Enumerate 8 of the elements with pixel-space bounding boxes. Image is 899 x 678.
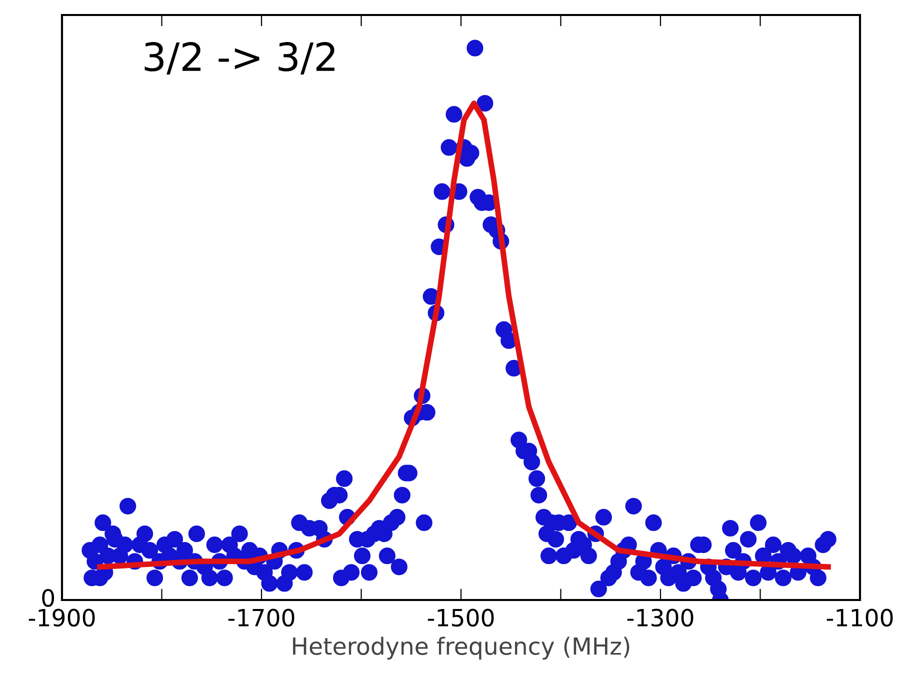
x-tick-label: -1300 [627, 608, 694, 627]
x-tick-label: -1100 [826, 608, 893, 627]
text: 0 [42, 588, 54, 607]
annotation: 3/2 -> 3/2 [144, 42, 334, 74]
x-axis-title: Heterodyne frequency (MHz) [293, 636, 630, 660]
x-tick-label: -1900 [28, 608, 95, 627]
x-tick-label: -1500 [428, 608, 494, 627]
x-tick-label: -1700 [228, 608, 294, 627]
